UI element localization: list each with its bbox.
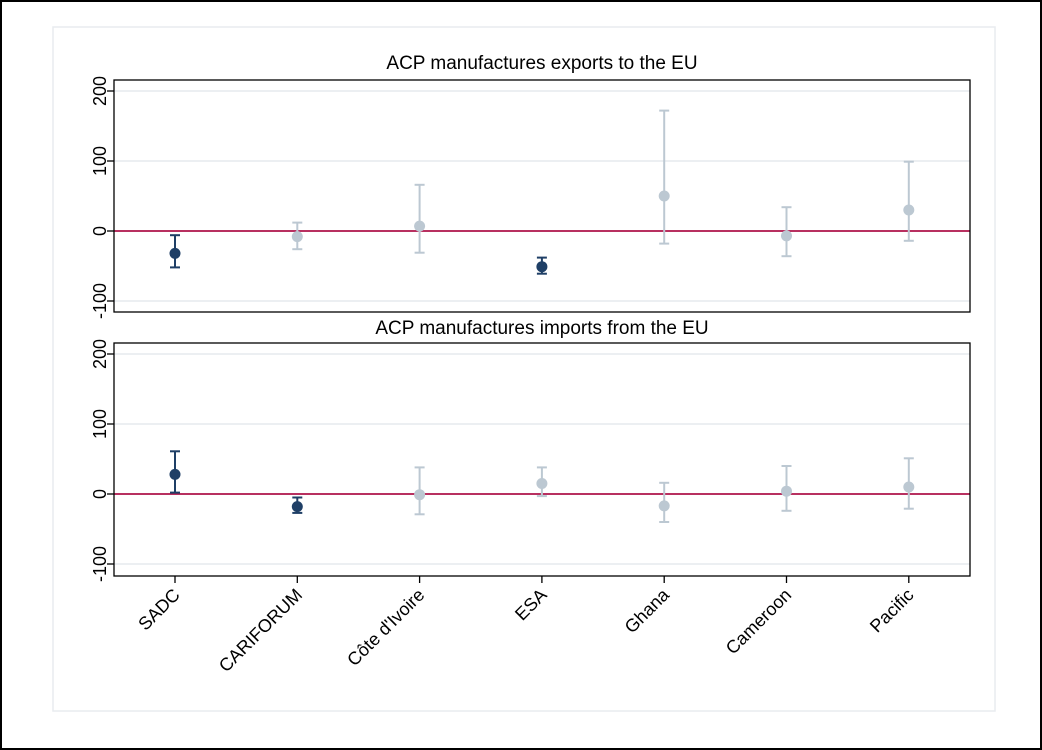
plot-area-border [113,79,971,313]
point-estimate [903,481,915,493]
data-marks [169,450,915,523]
y-tick-label: 200 [90,76,110,106]
y-tick-label: 200 [90,339,110,369]
y-tick-label: 0 [90,489,110,499]
point-estimate [781,230,792,242]
y-tick-label: 100 [90,146,110,176]
plot-region-border [52,26,996,712]
panel-title: ACP manufactures exports to the EU [386,53,697,74]
point-estimate [658,190,670,202]
y-axis: -100 0 100 200 [90,339,114,582]
point-estimate [414,489,426,501]
point-estimate [291,231,303,243]
point-estimate [536,478,548,489]
panel-title: ACP manufactures imports from the EU [375,318,708,339]
point-estimate [169,247,181,259]
y-axis: -100 0 100 200 [90,76,114,319]
panel-imports: ACP manufactures imports from the EU -10… [90,318,971,582]
y-tick-label: -100 [90,546,110,582]
y-tick-label: -100 [90,283,110,319]
data-marks [169,109,915,275]
point-estimate [781,485,792,497]
panel-exports: ACP manufactures exports to the EU -100 0… [90,53,971,319]
point-estimate [536,261,548,273]
y-tick-label: 100 [90,409,110,439]
point-estimate [169,468,181,480]
y-tick-label: 0 [90,226,110,236]
point-estimate [658,500,670,512]
point-estimate [291,501,303,513]
point-estimate [414,220,426,232]
point-estimate [903,204,915,216]
